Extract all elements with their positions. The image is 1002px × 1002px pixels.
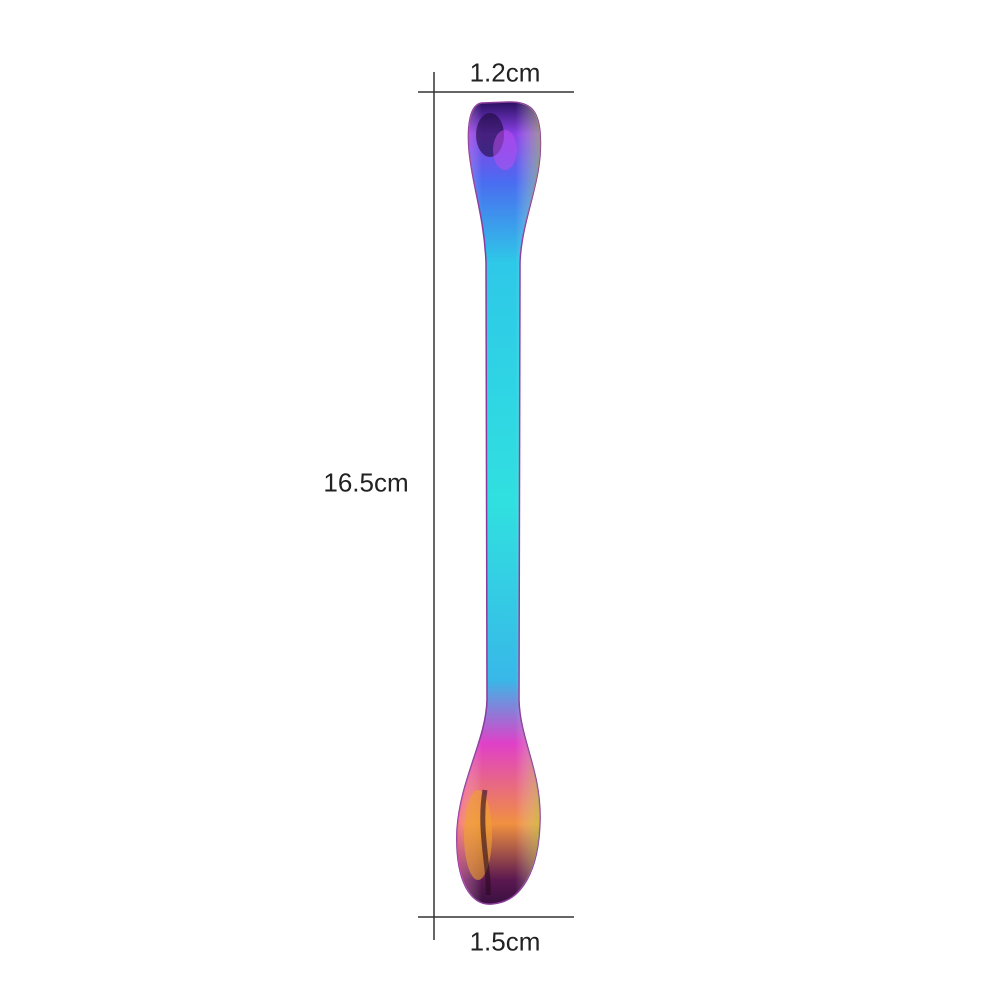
top-width-label: 1.2cm (469, 57, 541, 88)
bottom-width-label: 1.5cm (469, 926, 541, 957)
spoon-image (456, 101, 542, 905)
length-label: 16.5cm (323, 467, 409, 498)
